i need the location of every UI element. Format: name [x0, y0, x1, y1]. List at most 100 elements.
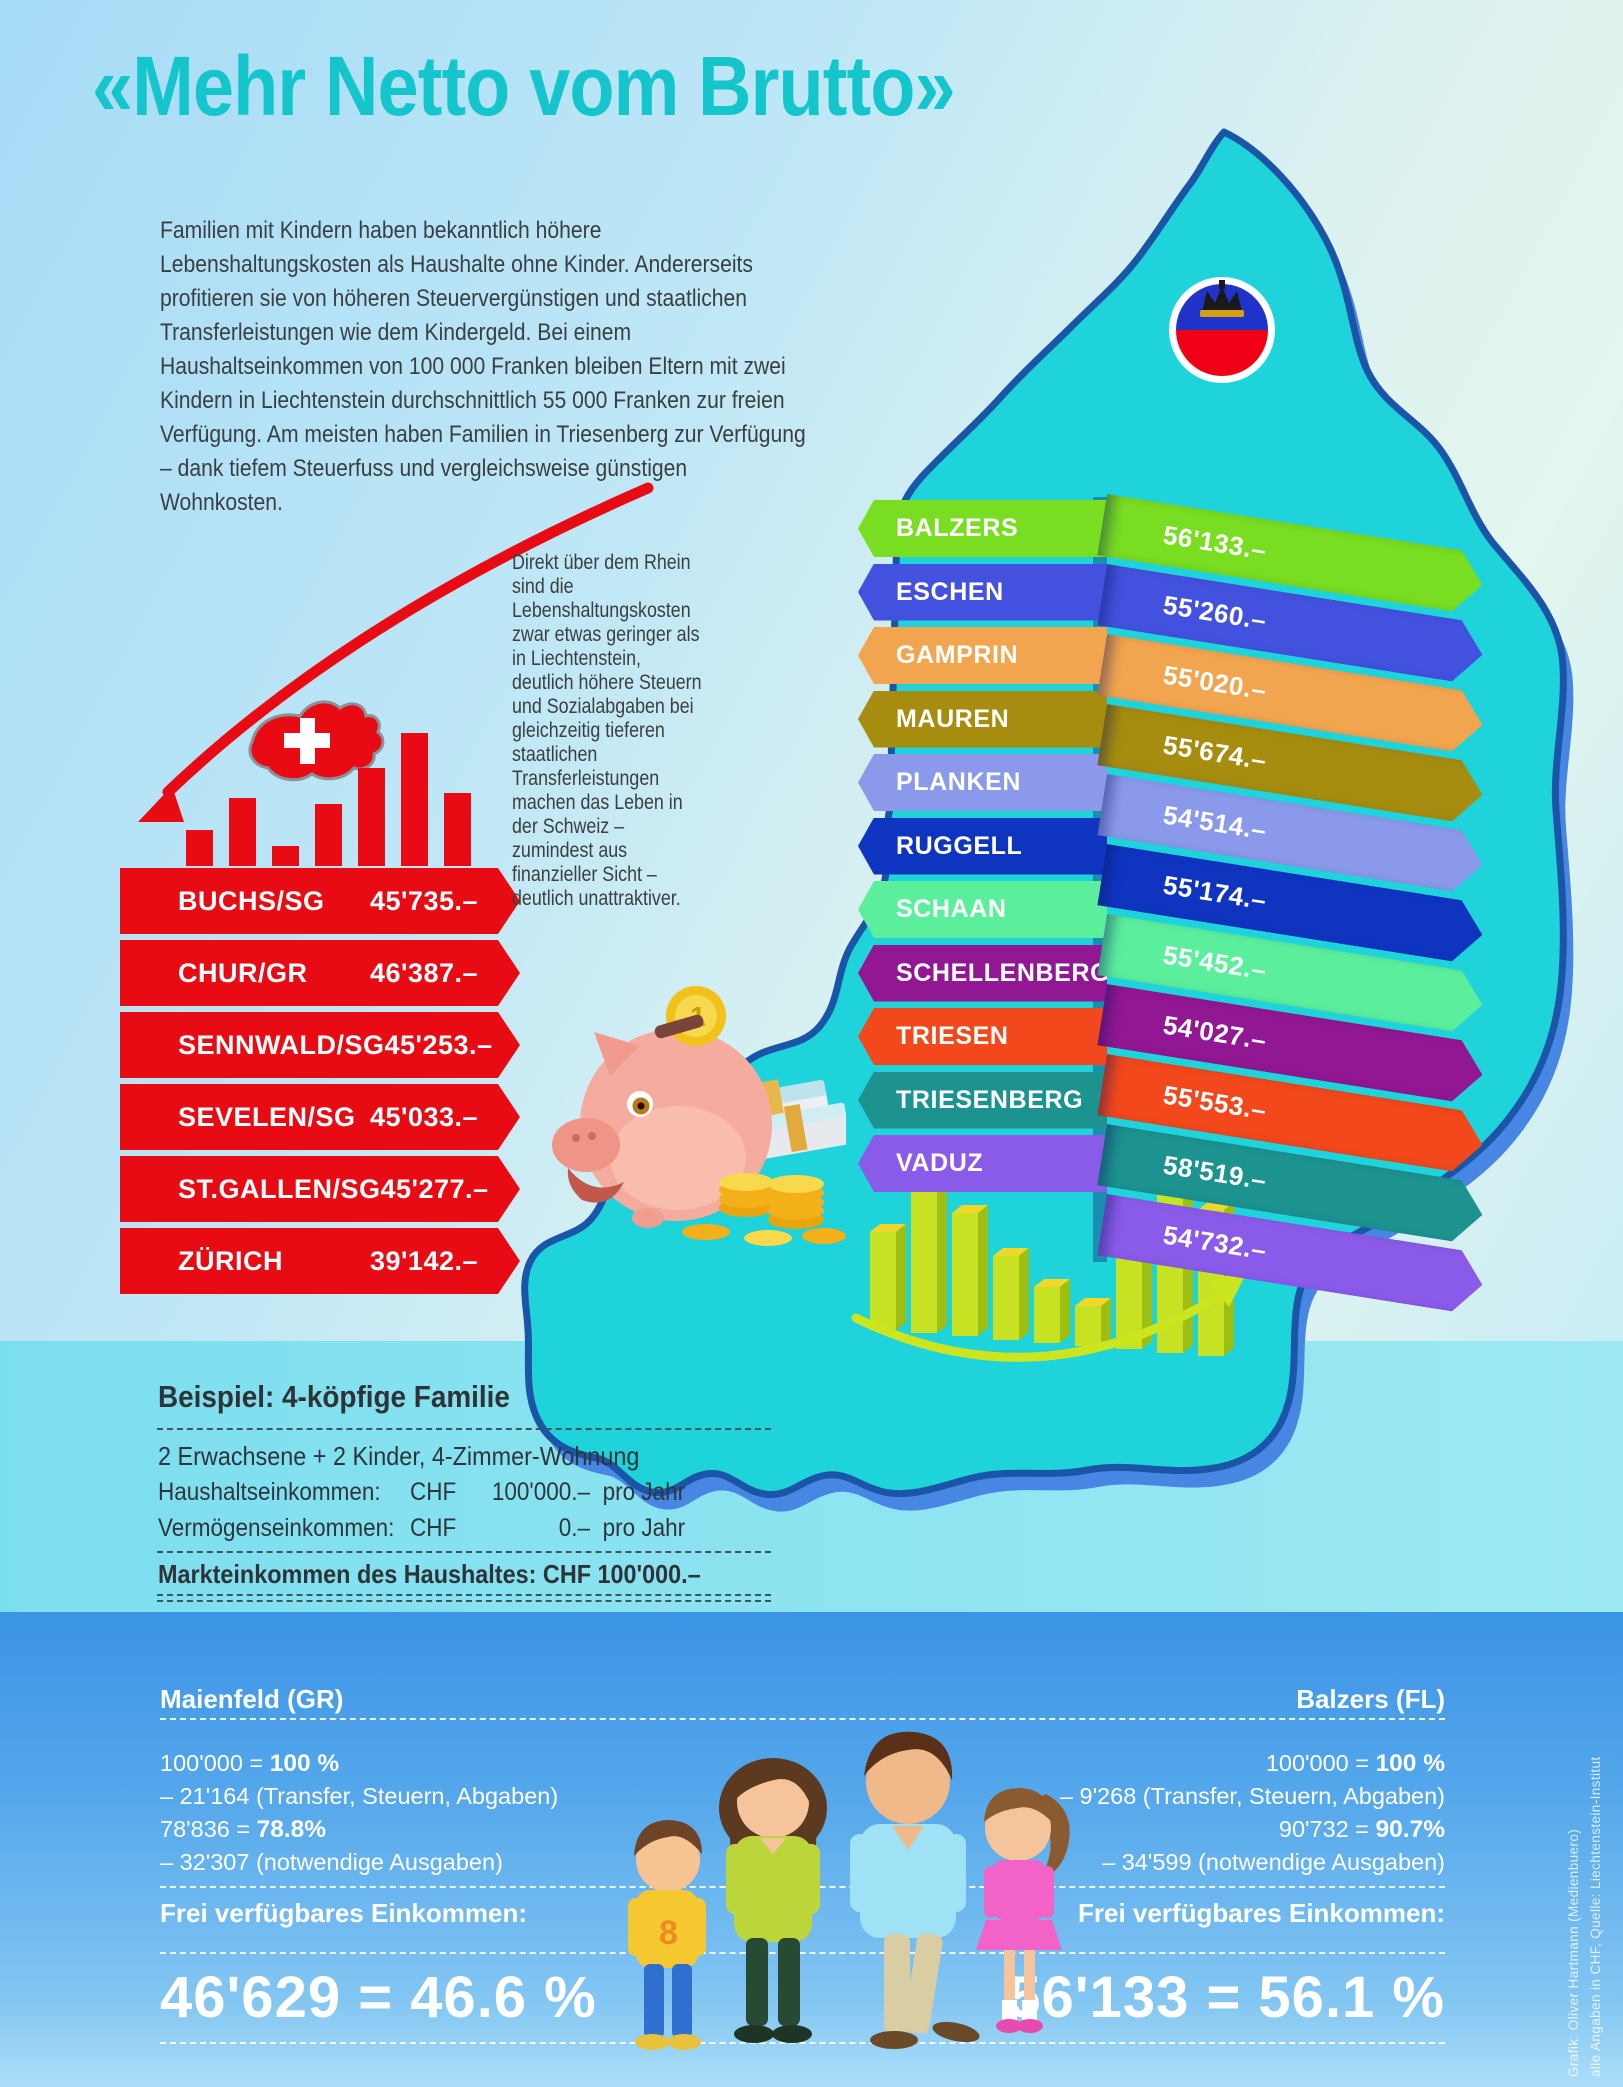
- maienfeld-deduction2: – 32'307 (notwendige Ausgaben): [160, 1849, 503, 1875]
- source-credit: alle Angaben in CHF, Quelle: Liechtenste…: [1588, 1756, 1603, 2077]
- liechtenstein-municipality-label: MAUREN: [858, 690, 1107, 748]
- liechtenstein-municipality-name: TRIESENBERG: [896, 1085, 1084, 1114]
- swiss-bar: [272, 846, 299, 866]
- swiss-municipality-list: BUCHS/SG 45'735.– CHUR/GR 46'387.– SENNW…: [120, 868, 520, 1300]
- liechtenstein-municipality-name: SCHAAN: [896, 895, 1007, 923]
- divider: [160, 2042, 1445, 2044]
- liechtenstein-municipality-label: TRIESENBERG: [858, 1071, 1107, 1129]
- swiss-municipality-row: SEVELEN/SG 45'033.–: [120, 1084, 520, 1150]
- divider: [157, 1600, 771, 1602]
- swiss-municipality-value: 45'277.–: [380, 1173, 489, 1204]
- swiss-municipality-name: ZÜRICH: [178, 1245, 283, 1276]
- liechtenstein-municipality-value: 58'519.–: [1161, 1149, 1269, 1195]
- liechtenstein-municipality-name: MAUREN: [896, 704, 1010, 733]
- income-label: Haushaltseinkommen:: [158, 1478, 381, 1506]
- liechtenstein-municipality-name: PLANKEN: [896, 768, 1022, 796]
- example-wealth-row: Vermögenseinkommen: CHF 0.– pro Jahr: [158, 1514, 685, 1543]
- liechtenstein-municipality-name: ESCHEN: [896, 577, 1004, 606]
- liechtenstein-municipality-label: SCHELLENBERG: [858, 944, 1111, 1002]
- liechtenstein-municipality-name: TRIESEN: [896, 1022, 1009, 1050]
- liechtenstein-municipality-name: SCHELLENBERG: [896, 958, 1111, 987]
- swiss-municipality-name: CHUR/GR: [178, 957, 308, 988]
- wealth-period: pro Jahr: [602, 1514, 686, 1542]
- maienfeld-title: Maienfeld (GR): [160, 1684, 344, 1714]
- switzerland-note: Direkt über dem Rhein sind die Lebenshal…: [512, 551, 702, 910]
- swiss-municipality-value: 46'387.–: [369, 957, 478, 988]
- liechtenstein-municipality-value: 55'674.–: [1161, 729, 1269, 775]
- liechtenstein-municipality-label: VADUZ: [858, 1135, 1107, 1192]
- intro-paragraph: Familien mit Kindern haben bekanntlich h…: [160, 217, 806, 516]
- swiss-bar: [186, 830, 213, 866]
- liechtenstein-municipality-value: 55'020.–: [1161, 659, 1269, 705]
- maienfeld-net: 78'836 = 78.8%: [160, 1816, 327, 1843]
- liechtenstein-municipality-value: 55'174.–: [1161, 869, 1269, 915]
- liechtenstein-municipality-label: PLANKEN: [858, 754, 1107, 811]
- income-period: pro Jahr: [602, 1478, 686, 1506]
- swiss-municipality-row: ZÜRICH 39'142.–: [120, 1228, 520, 1294]
- wealth-label: Vermögenseinkommen:: [158, 1514, 395, 1542]
- divider: [160, 1886, 1445, 1888]
- swiss-bar: [358, 768, 385, 866]
- graphic-credit: Grafik: Oliver Hartmann (Medienbuero): [1566, 1828, 1581, 2077]
- liechtenstein-municipality-name: BALZERS: [896, 514, 1019, 542]
- liechtenstein-municipality-value: 54'732.–: [1161, 1219, 1269, 1265]
- divider: [157, 1551, 771, 1553]
- swiss-municipality-name: SENNWALD/SG: [178, 1029, 385, 1060]
- liechtenstein-municipality-label: SCHAAN: [858, 881, 1107, 938]
- maienfeld-result: 46'629 = 46.6 %: [160, 1965, 597, 2030]
- swiss-municipality-row: SENNWALD/SG 45'253.–: [120, 1012, 520, 1078]
- balzers-free-label: Frei verfügbares Einkommen:: [1078, 1898, 1445, 1928]
- balzers-net: 90'732 = 90.7%: [1278, 1816, 1445, 1843]
- balzers-deduction1: – 9'268 (Transfer, Steuern, Abgaben): [1059, 1783, 1445, 1809]
- divider: [157, 1428, 771, 1430]
- balzers-base: 100'000 = 100 %: [1265, 1750, 1445, 1777]
- income-currency: CHF: [410, 1478, 457, 1506]
- maienfeld-deduction1: – 21'164 (Transfer, Steuern, Abgaben): [160, 1783, 559, 1809]
- example-summary: Markteinkommen des Haushaltes: CHF 100'0…: [158, 1559, 701, 1589]
- swiss-municipality-name: ST.GALLEN/SG: [178, 1173, 381, 1204]
- swiss-municipality-row: CHUR/GR 46'387.–: [120, 940, 520, 1006]
- liechtenstein-municipality-label: ESCHEN: [858, 563, 1107, 621]
- swiss-bar: [229, 798, 256, 866]
- swiss-municipality-value: 45'735.–: [369, 885, 478, 916]
- wealth-currency: CHF: [410, 1514, 457, 1542]
- maienfeld-column: Maienfeld (GR) 100'000 = 100 % – 21'164 …: [160, 1684, 680, 1879]
- swiss-municipality-value: 45'033.–: [369, 1101, 478, 1132]
- balzers-deduction2: – 34'599 (notwendige Ausgaben): [1102, 1849, 1445, 1875]
- liechtenstein-municipality-name: GAMPRIN: [896, 641, 1019, 669]
- liechtenstein-municipality-label: BALZERS: [858, 500, 1107, 557]
- balzers-title: Balzers (FL): [1296, 1684, 1445, 1714]
- swiss-bar: [315, 804, 342, 866]
- liechtenstein-municipality-label: TRIESEN: [858, 1008, 1107, 1065]
- income-value: 100'000.–: [491, 1478, 590, 1506]
- divider: [157, 1594, 771, 1596]
- swiss-bar: [401, 733, 428, 866]
- divider: [160, 1952, 1445, 1954]
- liechtenstein-municipality-value: 56'133.–: [1161, 519, 1269, 565]
- example-heading: Beispiel: 4-köpfige Familie: [158, 1379, 510, 1414]
- swiss-municipality-value: 45'253.–: [384, 1029, 493, 1060]
- liechtenstein-municipality-value: 54'027.–: [1161, 1009, 1269, 1055]
- swiss-municipality-name: SEVELEN/SG: [178, 1101, 356, 1132]
- swiss-municipality-row: BUCHS/SG 45'735.–: [120, 868, 520, 934]
- balzers-result: 56'133 = 56.1 %: [1008, 1965, 1445, 2030]
- swiss-municipality-name: BUCHS/SG: [178, 885, 325, 916]
- liechtenstein-municipality-label: GAMPRIN: [858, 627, 1107, 684]
- maienfeld-base: 100'000 = 100 %: [160, 1750, 340, 1777]
- balzers-column: Balzers (FL) 100'000 = 100 % – 9'268 (Tr…: [925, 1684, 1445, 1879]
- liechtenstein-municipality-label: RUGGELL: [858, 817, 1107, 875]
- swiss-municipality-row: ST.GALLEN/SG 45'277.–: [120, 1156, 520, 1222]
- liechtenstein-municipality-value: 55'452.–: [1161, 939, 1269, 985]
- liechtenstein-municipality-name: VADUZ: [896, 1149, 984, 1177]
- example-household: 2 Erwachsene + 2 Kinder, 4-Zimmer-Wohnun…: [158, 1441, 640, 1471]
- liechtenstein-municipality-value: 54'514.–: [1161, 799, 1269, 845]
- example-income-row: Haushaltseinkommen: CHF 100'000.– pro Ja…: [158, 1478, 685, 1507]
- swiss-bar: [444, 793, 471, 866]
- maienfeld-free-label: Frei verfügbares Einkommen:: [160, 1898, 527, 1928]
- wealth-value: 0.–: [558, 1514, 590, 1542]
- page-title: «Mehr Netto vom Brutto»: [92, 39, 956, 133]
- divider: [160, 1718, 1445, 1720]
- liechtenstein-municipality-name: RUGGELL: [896, 831, 1023, 860]
- liechtenstein-municipality-value: 55'260.–: [1161, 589, 1269, 635]
